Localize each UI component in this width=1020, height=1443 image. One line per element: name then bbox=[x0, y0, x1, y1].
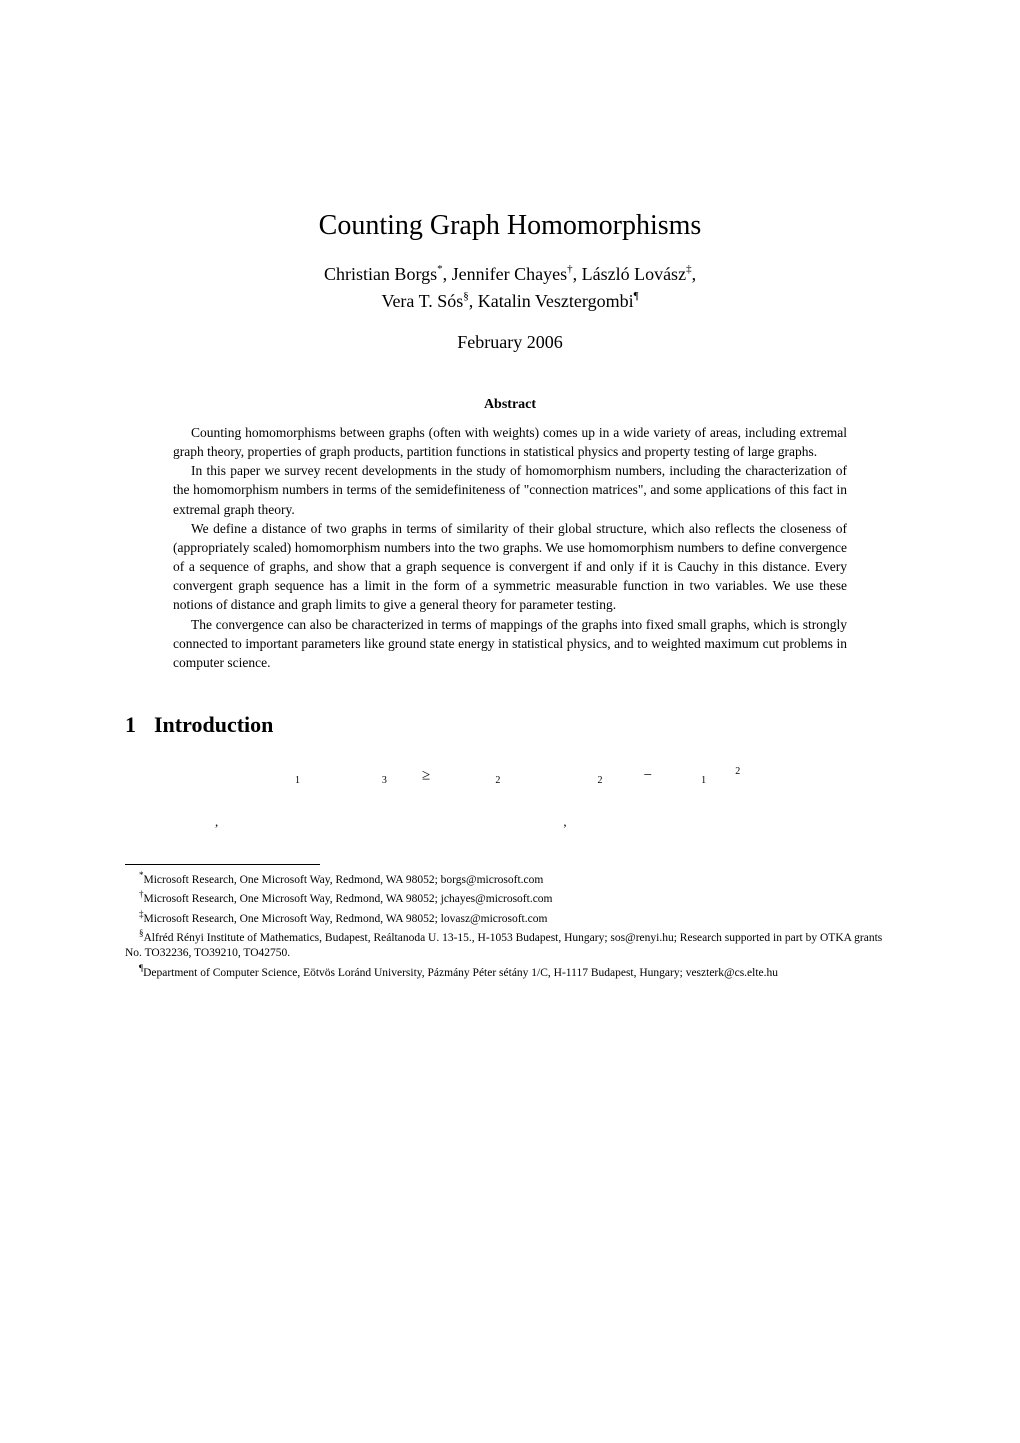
author-1: Christian Borgs bbox=[324, 264, 437, 284]
footnote-rule bbox=[125, 864, 320, 865]
footnote-text: Department of Computer Science, Eötvös L… bbox=[143, 967, 778, 979]
author-5: Katalin Vesztergombi bbox=[478, 291, 634, 311]
eq-sub: 1 bbox=[701, 775, 706, 786]
eq-sub: 3 bbox=[382, 775, 387, 786]
footnote-text: Microsoft Research, One Microsoft Way, R… bbox=[144, 874, 544, 886]
eq-minus: − bbox=[644, 767, 653, 783]
eq-sub: 2 bbox=[597, 775, 602, 786]
section-number: 1 bbox=[125, 712, 136, 738]
eq-sup: 2 bbox=[735, 766, 740, 777]
eq-comma: , bbox=[563, 814, 566, 829]
abstract-p3: We define a distance of two graphs in te… bbox=[173, 519, 847, 615]
author-2: Jennifer Chayes bbox=[452, 264, 567, 284]
sep: , bbox=[443, 264, 452, 284]
sep: , bbox=[573, 264, 582, 284]
abstract-heading: Abstract bbox=[125, 397, 895, 413]
abstract-body: Counting homomorphisms between graphs (o… bbox=[173, 423, 847, 672]
abstract-p1: Counting homomorphisms between graphs (o… bbox=[173, 423, 847, 461]
footnote-1: *Microsoft Research, One Microsoft Way, … bbox=[125, 869, 895, 888]
sep: , bbox=[692, 264, 697, 284]
author-1-mark: * bbox=[437, 263, 443, 275]
footnote-2: †Microsoft Research, One Microsoft Way, … bbox=[125, 888, 895, 907]
eq-ge: ≥ bbox=[422, 767, 430, 783]
footnote-text: Microsoft Research, One Microsoft Way, R… bbox=[144, 893, 553, 905]
footnote-4: §Alfréd Rényi Institute of Mathematics, … bbox=[125, 927, 895, 962]
footnote-5: ¶Department of Computer Science, Eötvös … bbox=[125, 962, 895, 981]
author-5-mark: ¶ bbox=[634, 290, 639, 302]
equation-fragment-1: 1 3 ≥ 2 2 − 1 2 bbox=[125, 766, 895, 786]
footnote-text: Microsoft Research, One Microsoft Way, R… bbox=[144, 912, 548, 924]
footnotes: *Microsoft Research, One Microsoft Way, … bbox=[125, 869, 895, 981]
eq-sub: 1 bbox=[295, 775, 305, 786]
author-3: László Lovász bbox=[582, 264, 686, 284]
eq-comma: , bbox=[215, 814, 218, 829]
eq-sub: 2 bbox=[495, 775, 500, 786]
author-2-mark: † bbox=[567, 263, 573, 275]
authors-line-1: Christian Borgs*, Jennifer Chayes†, Lász… bbox=[125, 264, 895, 285]
authors-line-2: Vera T. Sós§, Katalin Vesztergombi¶ bbox=[125, 291, 895, 312]
author-4: Vera T. Sós bbox=[381, 291, 463, 311]
section-title: Introduction bbox=[154, 712, 273, 737]
section-1-heading: 1 Introduction bbox=[125, 712, 895, 738]
paper-date: February 2006 bbox=[125, 332, 895, 353]
footnote-3: ‡Microsoft Research, One Microsoft Way, … bbox=[125, 908, 895, 927]
author-4-mark: § bbox=[463, 290, 469, 302]
equation-fragment-2: , , bbox=[125, 814, 895, 830]
sep: , bbox=[469, 291, 478, 311]
footnote-text: Alfréd Rényi Institute of Mathematics, B… bbox=[125, 932, 882, 960]
abstract-p2: In this paper we survey recent developme… bbox=[173, 461, 847, 518]
abstract-p4: The convergence can also be characterize… bbox=[173, 615, 847, 672]
author-3-mark: ‡ bbox=[686, 263, 692, 275]
paper-title: Counting Graph Homomorphisms bbox=[125, 210, 895, 242]
